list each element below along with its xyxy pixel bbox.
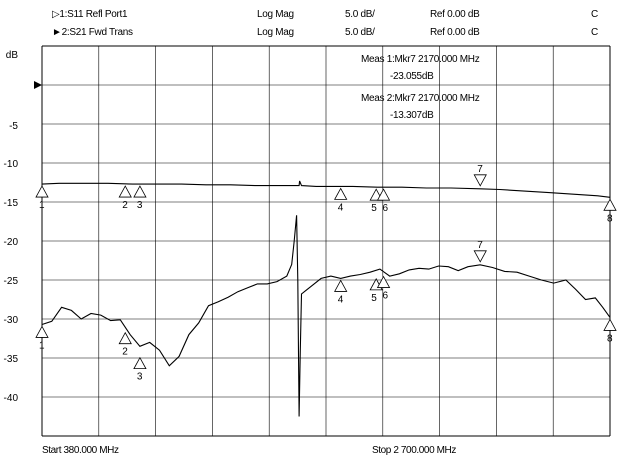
y-tick-label: -40: [3, 393, 18, 404]
marker-4-s11: 4: [334, 279, 348, 305]
marker-number: 8: [607, 213, 613, 224]
reference-level-arrow-icon: [34, 81, 42, 89]
marker-triangle-icon: [118, 185, 132, 198]
marker-6-s21: 6: [376, 188, 391, 214]
y-tick-label: -20: [3, 237, 18, 248]
marker-7-s11: 7: [473, 240, 487, 263]
marker-number: 6: [383, 203, 389, 214]
marker-number: 3: [137, 200, 143, 211]
marker-number: 3: [137, 372, 143, 383]
marker-triangle-icon: [603, 318, 617, 331]
marker-3-s11: 3: [133, 356, 147, 383]
trace1-flag: C: [591, 9, 598, 20]
marker-triangle-icon: [334, 279, 348, 292]
trace2-scale: 5.0 dB/: [345, 27, 375, 38]
plot-grid: [41, 45, 611, 437]
marker-triangle-icon: [334, 187, 348, 200]
marker-triangle-icon: [133, 185, 147, 198]
y-tick-label: -35: [3, 354, 18, 365]
trace2-marker-icon: ►: [52, 27, 62, 38]
measurement-readouts: Meas 1:Mkr7 2170.000 MHz -23.055dB Meas …: [361, 54, 480, 121]
marker-7-s21: 7: [473, 164, 487, 187]
marker-2-s21: 2: [118, 185, 132, 211]
trace1-ref: Ref 0.00 dB: [430, 9, 480, 20]
marker-triangle-icon: [473, 174, 487, 187]
trace1-format: Log Mag: [257, 9, 294, 20]
marker-8-s11: 8: [603, 318, 617, 344]
marker-number: 7: [477, 164, 483, 175]
marker-triangle-icon: [133, 356, 147, 370]
marker-triangle-icon: [376, 275, 391, 288]
marker-5-s21: 5: [369, 188, 383, 214]
marker-triangle-icon: [35, 185, 49, 198]
meas2-line1: Meas 2:Mkr7 2170.000 MHz: [361, 93, 480, 104]
marker-number: 7: [477, 240, 483, 251]
y-tick-label: -25: [3, 276, 18, 287]
marker-number: 2: [122, 347, 128, 358]
marker-number: 4: [338, 202, 344, 213]
y-tick-label: -5: [9, 121, 18, 132]
marker-number: 8: [607, 333, 613, 344]
meas1-line1: Meas 1:Mkr7 2170.000 MHz: [361, 54, 480, 65]
marker-triangle-icon: [118, 331, 132, 345]
marker-number: 5: [371, 203, 377, 214]
marker-number: 1: [39, 340, 45, 351]
marker-number: 2: [122, 200, 128, 211]
start-frequency: Start 380.000 MHz: [42, 445, 119, 456]
trace1-scale: 5.0 dB/: [345, 9, 375, 20]
trace-s11-line: [41, 215, 611, 417]
trace-s21-line: [41, 180, 611, 198]
marker-triangle-icon: [603, 198, 617, 211]
y-tick-label: -30: [3, 315, 18, 326]
marker-number: 6: [383, 291, 389, 302]
stop-frequency: Stop 2 700.000 MHz: [372, 445, 456, 456]
trace2-format: Log Mag: [257, 27, 294, 38]
trace2-flag: C: [591, 27, 598, 38]
trace2-label: ►2:S21 Fwd Trans: [52, 27, 133, 38]
meas2-line2: -13.307dB: [390, 110, 434, 121]
marker-1-s11: 1: [35, 325, 49, 351]
marker-2-s11: 2: [118, 331, 132, 358]
marker-6-s11: 6: [376, 275, 391, 302]
marker-3-s21: 3: [133, 185, 147, 211]
y-tick-label: -15: [3, 198, 18, 209]
marker-4-s21: 4: [334, 187, 348, 213]
marker-number: 5: [371, 293, 377, 304]
marker-triangle-icon: [35, 325, 49, 338]
trace2-ref: Ref 0.00 dB: [430, 27, 480, 38]
plot-traces: [41, 180, 611, 417]
meas1-line2: -23.055dB: [390, 71, 434, 82]
marker-number: 4: [338, 294, 344, 305]
marker-1-s21: 1: [35, 185, 49, 211]
y-tick-label: dB: [5, 50, 18, 61]
marker-number: 1: [39, 200, 45, 211]
marker-triangle-icon: [473, 250, 487, 263]
trace1-marker-icon: ▷: [52, 9, 60, 20]
marker-8-s21: 8: [603, 198, 617, 224]
marker-triangle-icon: [376, 188, 391, 201]
trace1-label: ▷1:S11 Refl Port1: [52, 9, 128, 20]
y-tick-label: -10: [3, 159, 18, 170]
